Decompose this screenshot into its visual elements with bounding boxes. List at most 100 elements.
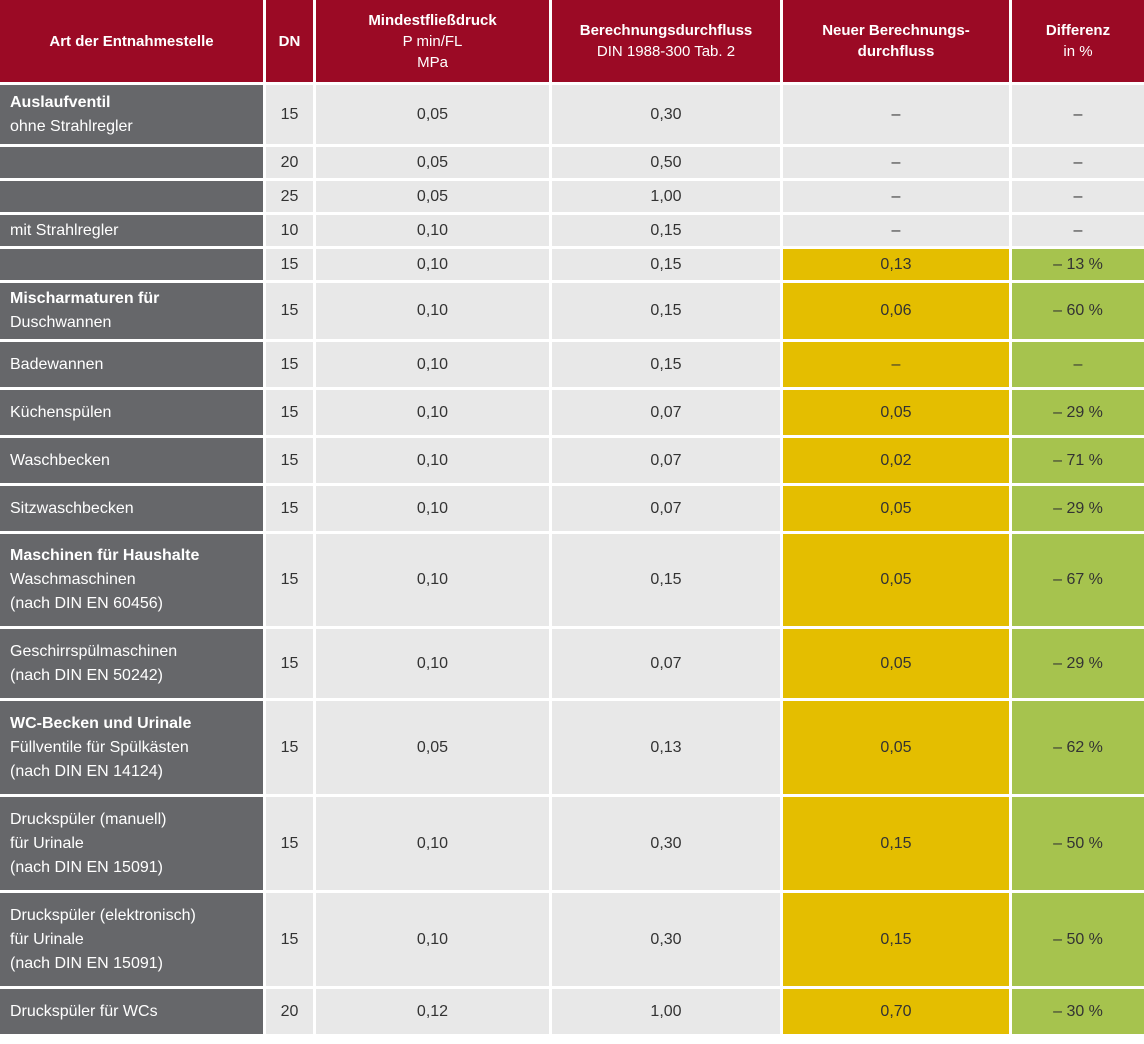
cell-differenz: – — [1009, 147, 1144, 181]
header-label: Art der Entnahmestelle — [49, 32, 214, 50]
cell-mindestfliessdruck: 0,10 — [313, 215, 549, 249]
cell-differenz: – 50 % — [1009, 893, 1144, 989]
item-label: mit Strahlregler — [10, 221, 119, 239]
item-label: Küchenspülen — [10, 403, 112, 421]
cell-neuer-berechnungsdurchfluss: 0,06 — [780, 283, 1009, 342]
header-label-line2: durchfluss — [857, 43, 935, 60]
header-berechnungsdurchfluss: Berechnungsdurchfluss DIN 1988-300 Tab. … — [549, 0, 780, 85]
item-label: Druckspüler (elektronisch) — [10, 906, 196, 924]
table-row: Auslaufventil ohne Strahlregler 15 0,05 0,30… — [0, 85, 1144, 147]
item-label: Füllventile für Spülkästen — [10, 738, 189, 756]
cell-neuer-berechnungsdurchfluss: 0,15 — [780, 893, 1009, 989]
cell-differenz: – 29 % — [1009, 486, 1144, 534]
cell-neuer-berechnungsdurchfluss: – — [780, 342, 1009, 390]
table-row: Sitzwaschbecken 15 0,10 0,07 0,05– 29 % — [0, 486, 1144, 534]
item-label: Druckspüler (manuell) — [10, 810, 167, 828]
item-label: Badewannen — [10, 355, 104, 373]
table-row: Geschirrspülmaschinen (nach DIN EN 50242)… — [0, 629, 1144, 701]
cell-mindestfliessdruck: 0,10 — [313, 893, 549, 989]
table-header: Art der Entnahmestelle DN Mindestfließdr… — [0, 0, 1144, 85]
cell-berechnungsdurchfluss: 0,07 — [549, 486, 780, 534]
cell-differenz: – 50 % — [1009, 797, 1144, 893]
cell-neuer-berechnungsdurchfluss: 0,15 — [780, 797, 1009, 893]
cell-mindestfliessdruck: 0,05 — [313, 85, 549, 147]
cell-berechnungsdurchfluss: 0,07 — [549, 390, 780, 438]
cell-mindestfliessdruck: 0,05 — [313, 181, 549, 215]
item-label: Druckspüler für WCs — [10, 1002, 158, 1020]
cell-neuer-berechnungsdurchfluss: 0,05 — [780, 629, 1009, 701]
cell-differenz: – — [1009, 85, 1144, 147]
cell-differenz: – 29 % — [1009, 629, 1144, 701]
cell-berechnungsdurchfluss: 0,30 — [549, 893, 780, 989]
item-label: Sitzwaschbecken — [10, 499, 134, 517]
cell-dn: 15 — [263, 283, 313, 342]
item-label: für Urinale — [10, 930, 84, 948]
header-label: Neuer Berechnungs- — [822, 22, 970, 39]
cell-dn: 15 — [263, 438, 313, 486]
table-body: Auslaufventil ohne Strahlregler 15 0,05 0,30… — [0, 85, 1144, 1037]
cell-mindestfliessdruck: 0,05 — [313, 147, 549, 181]
cell-differenz: – — [1009, 215, 1144, 249]
cell-entnahmestelle: mit Strahlregler — [0, 215, 263, 249]
cell-dn: 20 — [263, 147, 313, 181]
header-sublabel: DIN 1988-300 Tab. 2 — [596, 43, 736, 60]
cell-mindestfliessdruck: 0,10 — [313, 249, 549, 283]
cell-dn: 15 — [263, 342, 313, 390]
header-sublabel: P min/FL — [402, 32, 463, 50]
cell-neuer-berechnungsdurchfluss: 0,02 — [780, 438, 1009, 486]
header-art-der-entnahmestelle: Art der Entnahmestelle — [0, 0, 263, 85]
cell-berechnungsdurchfluss: 0,30 — [549, 85, 780, 147]
cell-differenz: – 71 % — [1009, 438, 1144, 486]
cell-entnahmestelle: Geschirrspülmaschinen (nach DIN EN 50242) — [0, 629, 263, 701]
cell-dn: 15 — [263, 629, 313, 701]
table-row: Druckspüler (manuell) für Urinale (nach D… — [0, 797, 1144, 893]
item-label: für Urinale — [10, 834, 84, 852]
cell-entnahmestelle: Badewannen — [0, 342, 263, 390]
group-title: WC-Becken und Urinale — [10, 714, 192, 732]
cell-mindestfliessdruck: 0,10 — [313, 342, 549, 390]
table-row: Druckspüler (elektronisch) für Urinale (n… — [0, 893, 1144, 989]
cell-differenz: – 29 % — [1009, 390, 1144, 438]
cell-neuer-berechnungsdurchfluss: – — [780, 215, 1009, 249]
cell-neuer-berechnungsdurchfluss: 0,70 — [780, 989, 1009, 1037]
cell-differenz: – 67 % — [1009, 534, 1144, 629]
cell-entnahmestelle: Druckspüler (manuell) für Urinale (nach D… — [0, 797, 263, 893]
cell-differenz: – — [1009, 181, 1144, 215]
cell-berechnungsdurchfluss: 0,15 — [549, 283, 780, 342]
cell-neuer-berechnungsdurchfluss: 0,05 — [780, 701, 1009, 797]
cell-differenz: – 30 % — [1009, 989, 1144, 1037]
cell-berechnungsdurchfluss: 0,30 — [549, 797, 780, 893]
cell-entnahmestelle: Mischarmaturen für Duschwannen — [0, 283, 263, 342]
header-mindestfliessdruck: Mindestfließdruck P min/FL MPa — [313, 0, 549, 85]
cell-entnahmestelle: Druckspüler (elektronisch) für Urinale (n… — [0, 893, 263, 989]
cell-entnahmestelle: Druckspüler für WCs — [0, 989, 263, 1037]
cell-dn: 15 — [263, 85, 313, 147]
cell-dn: 15 — [263, 390, 313, 438]
cell-differenz: – 62 % — [1009, 701, 1144, 797]
table-row: mit Strahlregler 10 0,10 0,15– – — [0, 215, 1144, 249]
cell-dn: 15 — [263, 486, 313, 534]
cell-dn: 15 — [263, 534, 313, 629]
group-title: Maschinen für Haushalte — [10, 547, 200, 564]
item-label: (nach DIN EN 15091) — [10, 954, 163, 972]
item-label: Geschirrspülmaschinen — [10, 642, 178, 660]
cell-neuer-berechnungsdurchfluss: 0,05 — [780, 390, 1009, 438]
header-label: Berechnungsdurchfluss — [579, 22, 753, 39]
cell-berechnungsdurchfluss: 0,07 — [549, 438, 780, 486]
cell-entnahmestelle: Maschinen für Haushalte Waschmaschinen (na… — [0, 534, 263, 629]
header-label: Differenz — [1045, 22, 1111, 39]
item-label: (nach DIN EN 50242) — [10, 666, 163, 684]
cell-mindestfliessdruck: 0,10 — [313, 486, 549, 534]
table-row: 15 0,10 0,15 0,13– 13 % — [0, 249, 1144, 283]
table-row: 25 0,05 1,00– – — [0, 181, 1144, 215]
cell-berechnungsdurchfluss: 1,00 — [549, 181, 780, 215]
cell-neuer-berechnungsdurchfluss: 0,13 — [780, 249, 1009, 283]
group-title: Auslaufventil — [10, 93, 111, 111]
table-row: Waschbecken 15 0,10 0,07 0,02– 71 % — [0, 438, 1144, 486]
cell-neuer-berechnungsdurchfluss: – — [780, 85, 1009, 147]
item-label: (nach DIN EN 15091) — [10, 858, 163, 876]
cell-entnahmestelle: WC-Becken und Urinale Füllventile für Spü… — [0, 701, 263, 797]
header-row: Art der Entnahmestelle DN Mindestfließdr… — [0, 0, 1144, 85]
cell-berechnungsdurchfluss: 1,00 — [549, 989, 780, 1037]
